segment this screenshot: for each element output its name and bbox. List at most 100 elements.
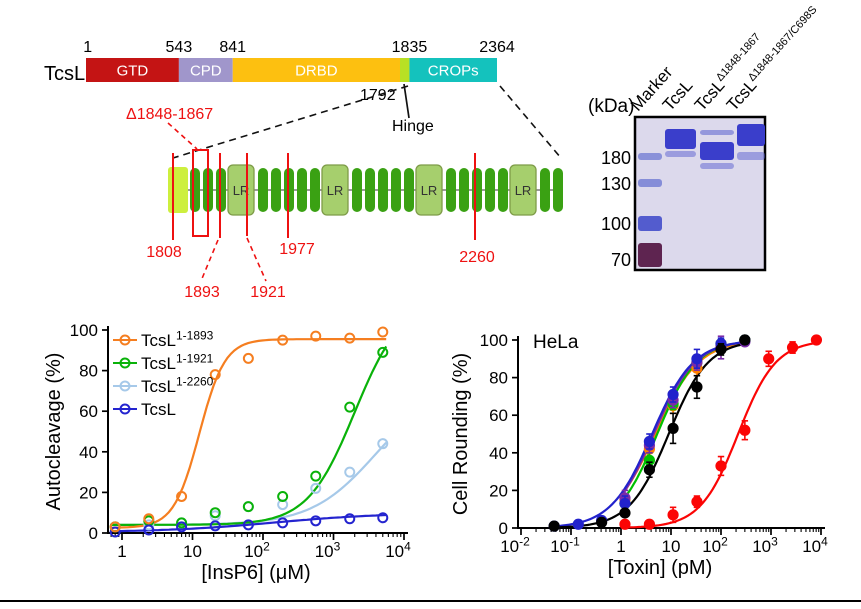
- y-tick-label: 40: [79, 443, 98, 462]
- cell-rounding-chart: 0 20 40 60 80 100 10-2 10-1 1 10 102 103 104 [Toxin] …: [450, 331, 828, 579]
- residue-tick-label: 1: [83, 39, 92, 56]
- sds-page-gel: (kDa)18013010070MarkerTcsLTcsLΔ1848-1867…: [588, 4, 820, 272]
- short-repeat: [472, 168, 482, 212]
- zoom-connector-left: [172, 85, 409, 159]
- y-tick-label: 100: [70, 321, 98, 340]
- residue-tick-label: 2364: [479, 39, 515, 56]
- residue-marker-label: 2260: [459, 249, 495, 266]
- data-point: [310, 330, 322, 342]
- fit-curve-TcsL-1-2260: [110, 441, 388, 526]
- gel-band: [638, 243, 662, 267]
- x-tick-label: 104: [802, 535, 828, 556]
- long-repeat-label: LR: [515, 183, 532, 198]
- legend-swatch-marker: [119, 334, 131, 346]
- residue-tick-label: 1835: [392, 39, 428, 56]
- gel-band: [737, 124, 765, 146]
- data-point: [377, 326, 389, 338]
- deletion-region-box: [192, 149, 209, 237]
- y-tick-label: 0: [89, 524, 98, 543]
- short-repeat: [485, 168, 495, 212]
- long-repeat: [509, 164, 537, 216]
- nterm-block: [168, 167, 188, 213]
- series-green: [619, 334, 751, 510]
- data-point: [310, 515, 322, 527]
- data-point: [109, 526, 121, 538]
- data-point: [619, 497, 631, 510]
- kda-unit-label: (kDa): [588, 96, 634, 117]
- data-point: [277, 490, 289, 502]
- short-repeat: [404, 168, 414, 212]
- fit-curve-green: [620, 340, 748, 503]
- y-tick-label: 60: [489, 406, 508, 425]
- data-point: [377, 346, 389, 358]
- data-point: [739, 334, 751, 346]
- deletion-label: Δ1848-1867: [126, 106, 213, 123]
- y-tick-label: 60: [79, 402, 98, 421]
- data-point: [176, 521, 188, 533]
- data-point: [667, 509, 679, 521]
- x-tick-label: 102: [244, 540, 270, 561]
- hinge-pointer-line: [403, 83, 410, 119]
- data-point: [667, 422, 679, 434]
- y-axis-title: Cell Rounding (%): [450, 353, 472, 515]
- domain-label: DRBD: [295, 63, 338, 80]
- domain-CROPs: [409, 58, 497, 82]
- residue-marker-label: 1921: [250, 284, 286, 301]
- data-point: [209, 507, 221, 519]
- legend-item-label: TcsL1-2260: [141, 375, 214, 396]
- series-TcsL-1-1921: [109, 346, 389, 533]
- data-point: [109, 521, 121, 533]
- short-repeat: [190, 168, 200, 212]
- series-orange: [619, 334, 751, 507]
- domain-label: CROPs: [428, 63, 479, 80]
- x-tick-label: 10-2: [500, 535, 530, 556]
- figure-bottom-border: [0, 600, 861, 602]
- data-point: [786, 341, 799, 354]
- long-repeat-label: LR: [233, 183, 250, 198]
- domain-GTD: [86, 58, 179, 82]
- x-tick-label: 1: [117, 542, 126, 561]
- series-purple: [619, 335, 751, 507]
- short-repeat: [391, 168, 401, 212]
- short-repeat: [459, 168, 469, 212]
- gel-band: [737, 152, 765, 160]
- domain-hinge: [400, 58, 410, 82]
- gel-band: [638, 216, 662, 231]
- series-TcsL-1-1893: [109, 326, 389, 533]
- data-point: [548, 520, 560, 532]
- marker-1893-connector: [200, 239, 219, 282]
- data-point: [242, 501, 254, 513]
- long-repeat: [415, 164, 443, 216]
- domain-and-repeats-diagram: TcsL 1 543 841 1835 2364 GTD CPD DRBD CROPs 1792 Hi…: [44, 39, 563, 301]
- long-repeat-label: LR: [327, 183, 344, 198]
- short-repeat: [553, 168, 563, 212]
- data-point: [242, 519, 254, 531]
- legend-item-label: TcsL: [141, 400, 176, 419]
- legend-swatch-marker: [119, 380, 131, 392]
- x-tick-label: 102: [702, 535, 728, 556]
- data-point: [310, 470, 322, 482]
- x-axis-title: [Toxin] (pM): [608, 557, 712, 579]
- x-tick-label: 104: [385, 540, 411, 561]
- data-point: [176, 490, 188, 502]
- ladder-weight-label: 100: [601, 214, 631, 234]
- chart-title: HeLa: [533, 332, 579, 353]
- data-point: [715, 460, 727, 472]
- short-repeat: [446, 168, 456, 212]
- data-point: [667, 388, 679, 401]
- short-repeat: [498, 168, 508, 212]
- x-tick-label: 1: [616, 537, 625, 556]
- residue-marker-label: 1977: [279, 241, 315, 258]
- data-point: [810, 334, 823, 346]
- hinge-label: Hinge: [392, 118, 434, 135]
- protein-name-label: TcsL: [44, 63, 85, 85]
- gel-band: [700, 142, 734, 160]
- gel-band: [638, 153, 662, 160]
- short-repeat: [378, 168, 388, 212]
- deletion-connector: [167, 122, 198, 150]
- data-point: [715, 343, 727, 356]
- data-point: [763, 353, 775, 365]
- short-repeat: [297, 168, 307, 212]
- data-point: [691, 496, 703, 508]
